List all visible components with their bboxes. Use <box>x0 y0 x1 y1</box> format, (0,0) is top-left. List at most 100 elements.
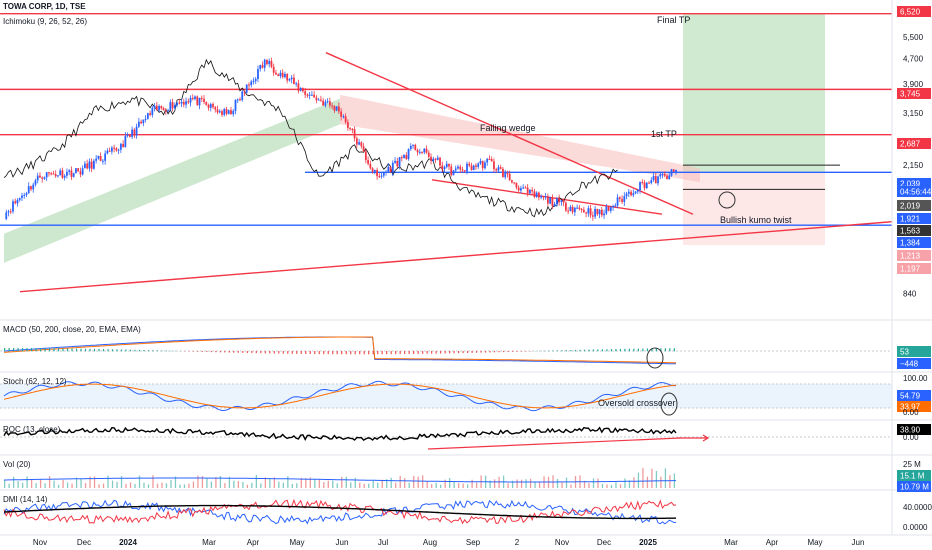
macd-histogram-bar <box>93 348 96 352</box>
candle <box>407 148 410 161</box>
chikou-line <box>3 58 618 218</box>
price-badge <box>897 200 931 211</box>
volume-bar <box>161 482 163 488</box>
candle <box>277 73 280 77</box>
volume-bar <box>556 478 559 488</box>
vol-label: Vol (20) <box>3 460 31 469</box>
macd-histogram-bar <box>102 349 105 352</box>
roc-tick: 0.00 <box>903 433 919 442</box>
candle <box>241 89 244 102</box>
macd-badge <box>897 358 931 369</box>
volume-bar <box>336 483 338 488</box>
candle <box>418 148 421 155</box>
macd-histogram-bar <box>219 351 221 353</box>
volume-bar <box>120 476 123 488</box>
volume-bar <box>516 479 518 488</box>
candle <box>178 98 181 105</box>
candle <box>122 140 125 148</box>
candle <box>288 78 291 82</box>
candle <box>41 176 44 183</box>
candle <box>567 207 570 215</box>
volume-bar <box>53 480 55 488</box>
candle <box>524 185 527 189</box>
price-tick: 2,150 <box>903 161 924 170</box>
macd-histogram-bar <box>610 349 613 352</box>
vol-badge <box>897 481 931 492</box>
volume-bar <box>237 481 240 488</box>
candle <box>621 195 623 204</box>
candle <box>349 127 352 131</box>
candle <box>293 73 295 85</box>
oversold-crossover-label: Oversold crossover <box>598 398 676 408</box>
candle <box>43 176 46 180</box>
macd-histogram-bar <box>489 351 491 353</box>
macd-histogram-bar <box>116 349 118 352</box>
candle <box>131 126 134 140</box>
candle <box>513 182 516 185</box>
candle <box>371 167 374 174</box>
macd-histogram-bar <box>579 349 581 352</box>
macd-histogram-bar <box>332 351 334 355</box>
volume-bar <box>107 475 109 488</box>
price-badge-label: 1,921 <box>900 215 921 224</box>
macd-histogram-bar <box>161 350 163 352</box>
volume-bar <box>206 478 208 488</box>
macd-badge-label: 53 <box>900 348 909 357</box>
symbol-title: TOWA CORP, 1D, TSE <box>3 2 86 11</box>
volume-bar <box>48 476 51 488</box>
macd-histogram-bar <box>511 351 514 352</box>
macd-histogram-bar <box>8 348 10 352</box>
candle <box>546 193 549 207</box>
candle <box>284 71 286 79</box>
candle <box>113 144 116 153</box>
macd-histogram-bar <box>588 349 590 352</box>
candle <box>167 108 169 113</box>
candle <box>25 191 28 197</box>
volume-bar <box>278 481 280 488</box>
macd-histogram-bar <box>291 351 293 354</box>
macd-histogram-bar <box>147 350 150 352</box>
volume-bar <box>646 476 649 488</box>
volume-bar <box>179 484 181 488</box>
candle <box>153 103 156 112</box>
candle <box>133 127 136 139</box>
volume-bar <box>273 477 275 488</box>
volume-bar <box>296 483 298 488</box>
candle <box>585 211 588 218</box>
candle <box>517 185 520 192</box>
candle <box>639 181 641 194</box>
candle <box>580 207 583 213</box>
candle <box>558 194 561 206</box>
macd-histogram-bar <box>287 351 289 354</box>
candle <box>367 156 369 166</box>
candle <box>268 58 271 68</box>
candle <box>290 74 293 84</box>
dmi-label: DMI (14, 14) <box>3 495 48 504</box>
volume-bar <box>183 484 186 488</box>
candle <box>544 193 547 200</box>
macd-histogram-bar <box>664 348 666 352</box>
candle <box>279 70 282 79</box>
macd-histogram-bar <box>278 351 280 354</box>
volume-bar <box>588 483 590 488</box>
candle <box>173 102 176 110</box>
candle <box>337 102 340 115</box>
macd-histogram-bar <box>327 351 329 355</box>
volume-bar <box>332 480 334 488</box>
macd-histogram-bar <box>165 350 168 352</box>
macd-histogram-bar <box>260 351 262 354</box>
volume-bar <box>93 476 96 488</box>
volume-bar <box>138 475 141 488</box>
macd-histogram-bar <box>547 350 550 352</box>
macd-histogram-bar <box>120 349 123 352</box>
price-badge-label: 2,039 <box>900 180 921 189</box>
candle <box>63 174 66 181</box>
macd-histogram-bar <box>35 348 37 352</box>
volume-bar <box>197 475 199 488</box>
macd-histogram-bar <box>619 348 622 352</box>
macd-histogram-bar <box>44 348 46 352</box>
volume-bar <box>624 478 626 488</box>
candle <box>463 170 466 173</box>
candle <box>657 175 659 186</box>
